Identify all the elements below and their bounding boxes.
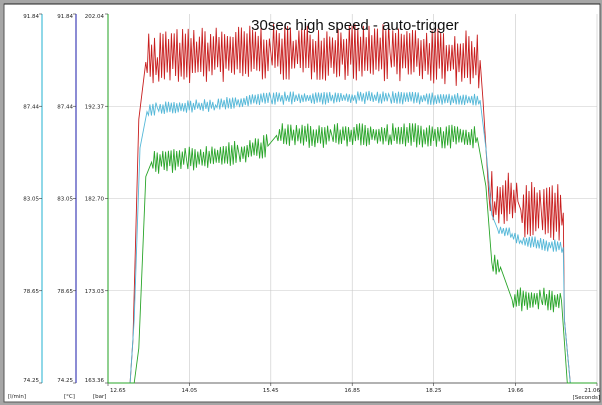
y-tick-label: 91.84 xyxy=(23,14,39,20)
y-tick-label: 182.70 xyxy=(85,197,105,203)
x-tick-label: 14.05 xyxy=(182,388,198,394)
y-axis-unit-label: [l/min] xyxy=(8,394,26,400)
x-tick-label: 16.85 xyxy=(344,388,360,394)
series-lines xyxy=(108,23,597,384)
y-tick-label: 87.44 xyxy=(57,104,73,110)
y-tick-label: 74.25 xyxy=(23,378,39,384)
y-tick-label: 78.65 xyxy=(23,289,39,295)
axes: 91.84 87.44 83.05 78.65 74.25 [l/min] 91.84 87.… xyxy=(8,13,600,401)
y-tick-label: 78.65 xyxy=(57,289,73,295)
x-axis-unit-label: [Seconds] xyxy=(573,395,600,401)
x-tick-label: 21.06 xyxy=(584,388,600,394)
series-line-0 xyxy=(108,23,597,384)
y-axis-unit-label: [°C] xyxy=(64,394,75,400)
x-tick-label: 15.45 xyxy=(263,388,279,394)
series-line-2 xyxy=(108,122,597,384)
series-line-1 xyxy=(108,90,597,384)
chart-title: 30sec high speed - auto-trigger xyxy=(251,17,459,34)
x-tick-label: 18.25 xyxy=(426,388,442,394)
x-tick-label: 19.66 xyxy=(508,388,524,394)
y-tick-label: 83.05 xyxy=(23,197,39,203)
y-tick-label: 91.84 xyxy=(57,14,73,20)
y-axis-unit-label: [bar] xyxy=(93,394,106,400)
y-tick-label: 74.25 xyxy=(57,378,73,384)
y-tick-label: 163.36 xyxy=(85,378,105,384)
y-tick-label: 173.03 xyxy=(85,289,105,295)
x-tick-label: 12.65 xyxy=(110,388,126,394)
y-tick-label: 83.05 xyxy=(57,197,73,203)
y-tick-label: 87.44 xyxy=(23,104,39,110)
y-tick-label: 192.37 xyxy=(85,104,105,110)
y-tick-label: 202.04 xyxy=(85,14,105,20)
